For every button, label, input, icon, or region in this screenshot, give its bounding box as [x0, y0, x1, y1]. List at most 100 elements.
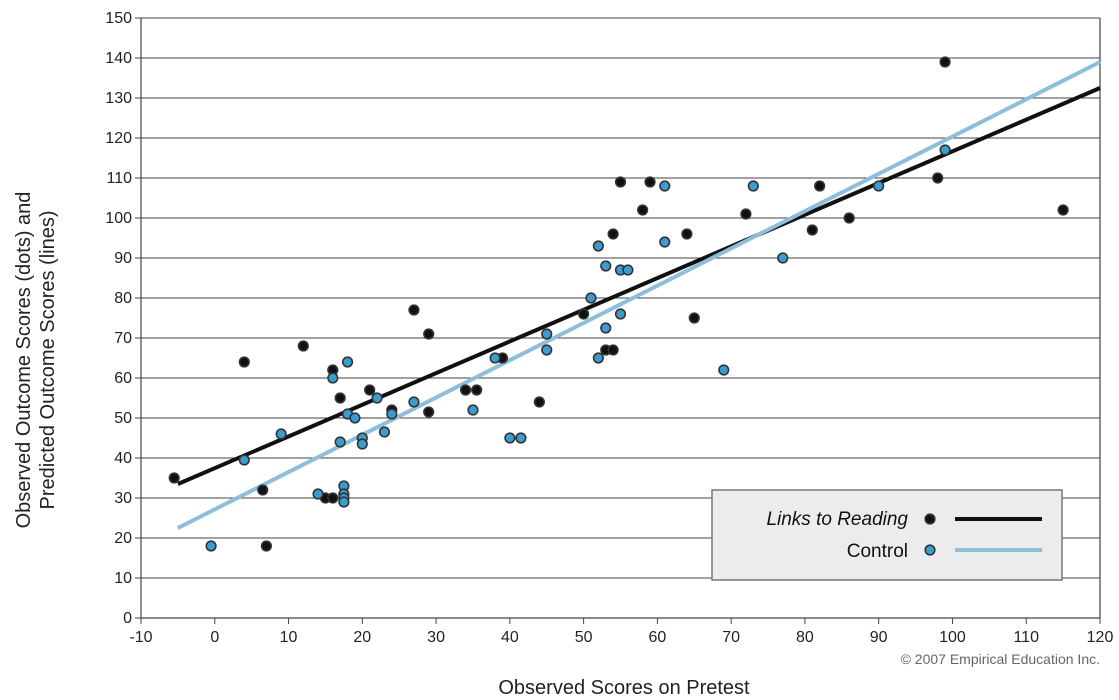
point-control: [205, 540, 217, 552]
point-control: [386, 408, 398, 420]
point-control: [585, 292, 597, 304]
point-control: [371, 392, 383, 404]
point-treatment: [260, 540, 273, 552]
legend-marker-control: [924, 544, 936, 556]
x-tick-label: 100: [939, 629, 966, 646]
tick-labels: 0 10 20 30 40 50 60 70 80 90 100 110 120 130 140 150 -10…: [105, 10, 1113, 646]
point-treatment: [843, 212, 855, 224]
point-treatment: [297, 340, 309, 352]
data-points: [168, 56, 1069, 552]
point-control: [718, 364, 730, 376]
point-treatment: [644, 176, 656, 188]
point-treatment: [238, 356, 250, 368]
point-control: [747, 180, 759, 192]
y-axis-title: Observed Outcome Scores (dots) and Predi…: [13, 192, 59, 529]
point-control: [489, 352, 501, 364]
gridlines: [141, 17, 1100, 579]
x-tick-label: 30: [427, 629, 445, 646]
point-treatment: [578, 308, 590, 320]
x-tick-label: 0: [210, 629, 219, 646]
point-control: [341, 356, 354, 368]
legend-marker-treatment: [924, 513, 936, 525]
point-treatment: [327, 492, 339, 504]
point-treatment: [806, 224, 818, 236]
x-tick-label: -10: [129, 629, 152, 646]
y-axis-title-line-1: Observed Outcome Scores (dots) and: [13, 192, 35, 529]
point-control: [541, 344, 553, 356]
point-treatment: [423, 406, 435, 418]
point-treatment: [607, 228, 619, 240]
y-tick-label: 150: [105, 10, 132, 27]
point-treatment: [471, 384, 483, 396]
axes: [135, 17, 1101, 624]
point-control: [515, 432, 527, 444]
fit-line-control: [176, 60, 1101, 530]
x-tick-label: 10: [280, 629, 298, 646]
x-axis-title: Observed Scores on Pretest: [498, 677, 750, 699]
point-control: [622, 264, 634, 276]
point-control: [356, 438, 368, 450]
y-tick-label: 120: [105, 130, 132, 147]
point-control: [600, 322, 612, 334]
y-tick-label: 110: [106, 170, 132, 187]
point-control: [408, 396, 420, 408]
point-control: [349, 412, 361, 424]
point-control: [592, 352, 604, 364]
x-tick-label: 40: [501, 629, 519, 646]
point-treatment: [533, 396, 545, 408]
y-tick-label: 70: [114, 330, 132, 347]
point-control: [334, 436, 346, 448]
point-control: [275, 428, 287, 440]
point-treatment: [1057, 204, 1069, 216]
point-treatment: [607, 344, 619, 356]
x-tick-label: 110: [1013, 629, 1039, 646]
x-tick-label: 120: [1087, 629, 1114, 646]
point-treatment: [334, 392, 346, 404]
point-control: [238, 454, 250, 466]
y-tick-label: 50: [114, 410, 132, 427]
y-tick-label: 100: [105, 210, 132, 227]
y-tick-label: 140: [105, 50, 132, 67]
point-treatment: [364, 384, 376, 396]
y-tick-label: 40: [114, 450, 132, 467]
point-control: [338, 496, 350, 508]
point-treatment: [459, 384, 472, 396]
point-control: [600, 260, 612, 272]
point-treatment: [939, 56, 951, 68]
x-tick-label: 60: [648, 629, 666, 646]
point-treatment: [614, 176, 627, 188]
legend: Links to Reading Control: [711, 489, 1063, 581]
y-tick-label: 0: [123, 610, 132, 627]
point-treatment: [637, 204, 649, 216]
x-tick-label: 50: [575, 629, 593, 646]
legend-label-control: Control: [847, 541, 908, 562]
point-treatment: [257, 484, 269, 496]
point-treatment: [423, 328, 435, 340]
x-tick-label: 80: [796, 629, 814, 646]
point-control: [873, 180, 885, 192]
point-treatment: [168, 472, 180, 484]
point-control: [659, 236, 671, 248]
point-treatment: [814, 180, 826, 192]
y-tick-label: 130: [105, 90, 132, 107]
point-control: [378, 426, 391, 438]
y-tick-label: 80: [114, 290, 132, 307]
y-tick-label: 30: [114, 490, 132, 507]
legend-box: [711, 489, 1063, 581]
legend-label-treatment: Links to Reading: [766, 509, 908, 530]
point-control: [592, 240, 604, 252]
point-control: [327, 372, 339, 384]
point-control: [939, 144, 951, 156]
x-tick-label: 90: [870, 629, 888, 646]
x-tick-label: 70: [722, 629, 740, 646]
x-tick-label: 20: [353, 629, 371, 646]
point-control: [659, 180, 671, 192]
point-control: [614, 308, 627, 320]
point-control: [312, 488, 324, 500]
y-axis-title-line-2: Predicted Outcome Scores (lines): [37, 210, 59, 509]
point-control: [504, 432, 516, 444]
point-control: [777, 252, 789, 264]
fit-line-treatment: [177, 86, 1101, 486]
copyright-notice: © 2007 Empirical Education Inc.: [901, 651, 1100, 667]
